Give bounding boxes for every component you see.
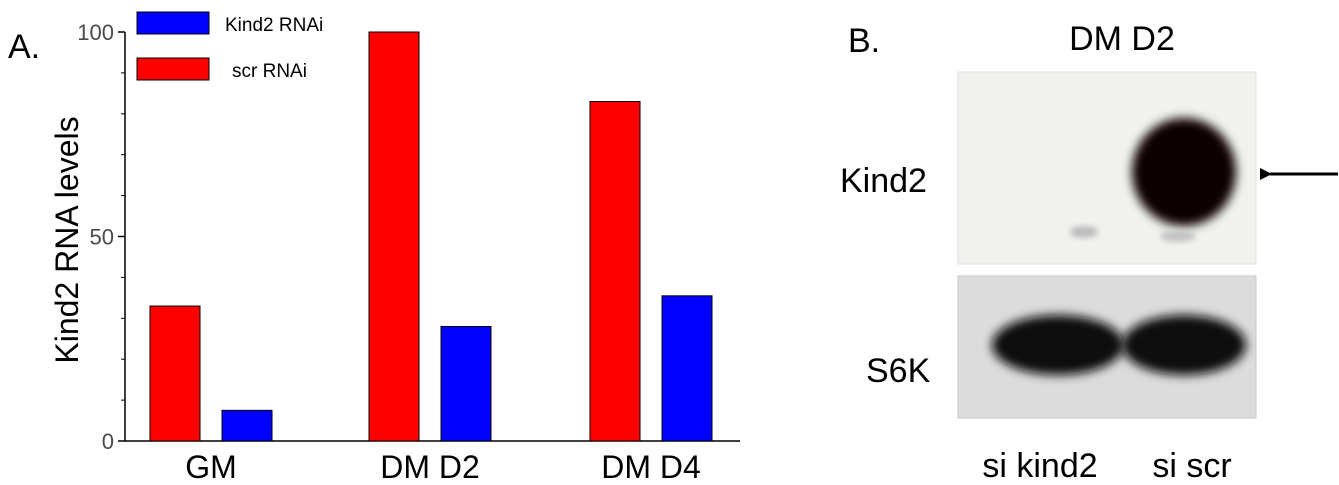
x-tick-label: DM D4 [601, 449, 701, 485]
bar-kind2-rnai-dm-d4 [661, 295, 713, 442]
s6k-band-si-kind2 [992, 315, 1124, 375]
lane-label-si-scr: si scr [1152, 447, 1231, 485]
kind2-band-si-scr [1132, 118, 1236, 226]
panel-b-western-blot: B. DM D2 Kind2 S6K si kind2 si scr [840, 20, 1338, 485]
bar-scr-rnai-dm-d2 [368, 31, 420, 442]
row-label-s6k: S6K [866, 352, 931, 390]
x-tick-labels: GM DM D2 DM D4 [185, 449, 701, 485]
panel-b-label: B. [848, 22, 880, 60]
blot-title: DM D2 [1069, 20, 1175, 58]
y-tick-label: 50 [90, 225, 114, 250]
legend-label: scr RNAi [232, 61, 307, 82]
legend-swatch [136, 57, 210, 81]
y-axis-label: Kind2 RNA levels [49, 116, 85, 363]
kind2-faint-band-si-scr [1160, 230, 1196, 242]
chart-legend: Kind2 RNAi scr RNAi [136, 11, 323, 82]
kind2-faint-band-si-kind2 [1070, 226, 1098, 238]
y-tick-label: 100 [77, 20, 114, 45]
bar-kind2-rnai-dm-d2 [440, 325, 492, 442]
bar-kind2-rnai-gm [221, 409, 273, 442]
x-tick-label: GM [185, 449, 237, 485]
legend-swatch [136, 11, 210, 35]
x-tick-label: DM D2 [380, 449, 480, 485]
y-tick-label: 0 [102, 429, 114, 454]
bars-group [149, 31, 713, 442]
s6k-band-si-scr [1122, 315, 1246, 375]
bar-scr-rnai-dm-d4 [589, 101, 641, 442]
row-label-kind2: Kind2 [840, 162, 927, 200]
panel-a-label: A. [8, 28, 40, 66]
lane-label-si-kind2: si kind2 [982, 447, 1097, 485]
legend-label: Kind2 RNAi [225, 15, 323, 36]
bar-scr-rnai-gm [149, 305, 201, 442]
